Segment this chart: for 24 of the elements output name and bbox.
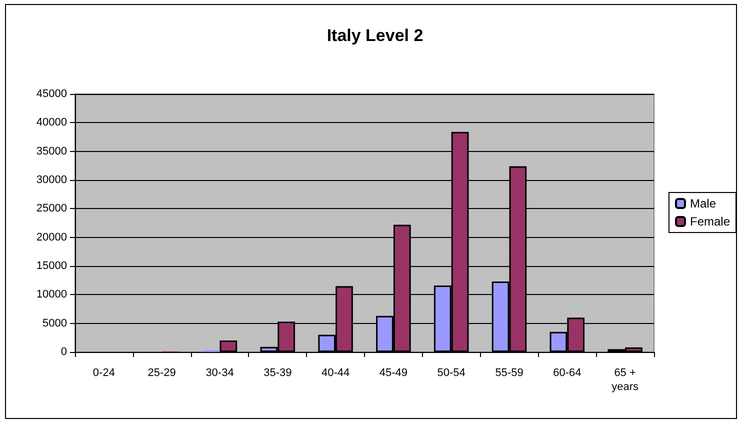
y-tick-label: 5000 (42, 317, 67, 330)
y-tick-label: 40000 (36, 116, 67, 129)
x-tick-label: 25-29 (148, 367, 176, 379)
legend-label: Male (690, 196, 716, 210)
y-tick-label: 10000 (36, 288, 67, 301)
x-tick-label: 0-24 (92, 367, 115, 379)
x-tick-label: 65 + years (612, 367, 639, 393)
x-tick-label: 45-49 (379, 367, 408, 379)
x-tick-label: 35-39 (264, 367, 292, 379)
y-tick-label: 25000 (36, 202, 67, 215)
x-tick-label: 60-64 (553, 367, 582, 379)
x-tick-label: 40-44 (321, 367, 350, 379)
x-tick-label: 30-34 (206, 367, 234, 379)
y-tick-label: 45000 (36, 88, 67, 100)
y-tick-label: 20000 (36, 231, 67, 244)
y-tick-label: 0 (60, 346, 67, 358)
x-tick-label: 55-59 (495, 367, 524, 379)
x-tick-label: 50-54 (437, 367, 466, 379)
chart-title: Italy Level 2 (326, 26, 424, 45)
y-tick-label: 15000 (36, 260, 67, 272)
y-tick-label: 30000 (36, 174, 67, 186)
bar (220, 340, 238, 352)
y-tick-label: 35000 (36, 145, 67, 158)
legend-label: Female (690, 214, 730, 228)
